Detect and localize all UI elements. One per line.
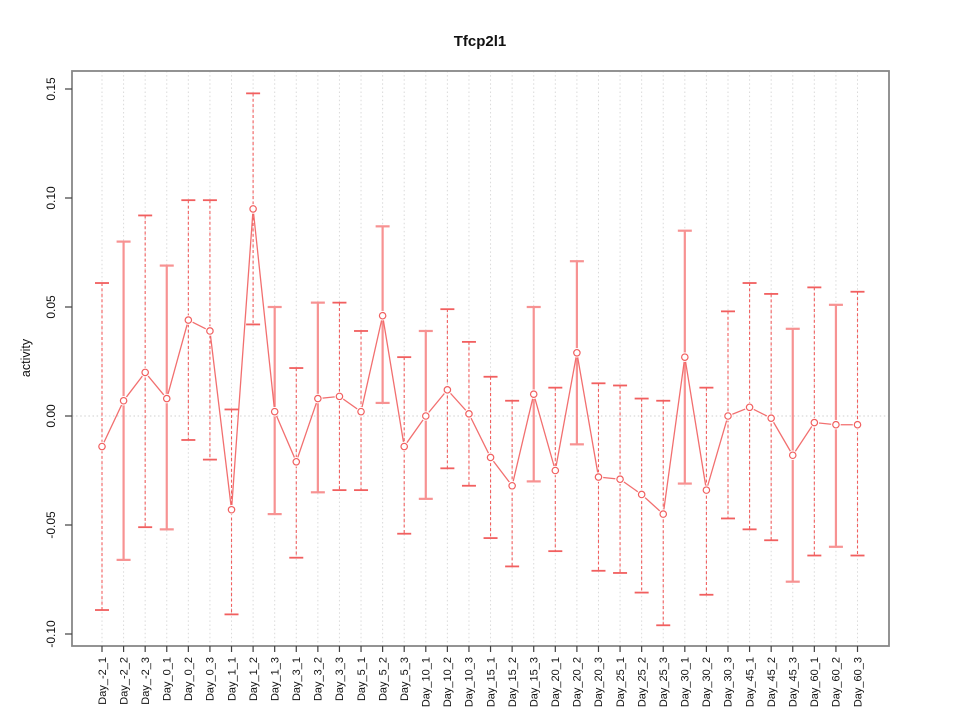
x-tick-label: Day_60_3 xyxy=(852,657,864,707)
data-point xyxy=(184,316,193,324)
data-point xyxy=(508,481,516,490)
grid-layer xyxy=(72,71,889,646)
x-tick-label: Day_0_3 xyxy=(205,657,217,701)
data-point xyxy=(227,505,236,514)
data-point xyxy=(98,442,106,451)
plot-frame xyxy=(71,70,890,647)
x-tick-label: Day_15_3 xyxy=(528,657,540,707)
data-point xyxy=(853,420,862,429)
data-point xyxy=(745,403,754,412)
x-tick-label: Day_25_1 xyxy=(615,657,627,707)
data-point xyxy=(486,453,495,462)
data-point xyxy=(788,451,797,460)
data-point xyxy=(637,490,646,499)
data-point xyxy=(551,466,560,475)
series-line xyxy=(101,208,858,516)
x-tick-label: Day_15_1 xyxy=(485,657,497,707)
y-tick-label: 0.15 xyxy=(44,77,58,101)
data-point xyxy=(292,457,301,466)
data-point xyxy=(465,410,473,418)
y-tick-label: -0.10 xyxy=(44,620,58,648)
data-point xyxy=(594,473,603,481)
x-tick-label: Day_45_2 xyxy=(766,657,778,707)
x-tick-label: Day_60_1 xyxy=(809,657,821,707)
x-tick-label: Day_-2_2 xyxy=(118,657,130,705)
data-point xyxy=(270,407,279,416)
y-tick-label: 0.10 xyxy=(44,186,58,210)
x-tick-label: Day_3_2 xyxy=(313,657,325,701)
x-tick-label: Day_5_3 xyxy=(399,657,411,701)
data-point xyxy=(249,205,257,213)
data-point xyxy=(378,311,387,320)
y-tick-label: 0.05 xyxy=(44,295,58,319)
data-point xyxy=(529,390,538,399)
y-axis-label: activity xyxy=(19,338,33,377)
chart-title: Tfcp2l1 xyxy=(454,33,507,50)
data-point xyxy=(206,327,214,335)
x-tick-label: Day_-2_1 xyxy=(97,657,109,705)
data-point xyxy=(767,414,775,422)
x-tick-label: Day_45_3 xyxy=(787,657,799,707)
data-layer xyxy=(95,92,865,627)
x-tick-label: Day_45_1 xyxy=(744,657,756,707)
x-tick-label: Day_20_3 xyxy=(593,657,605,707)
axis-layer: 0.15 0.10 0.05 0.00 -0.05 -0.10 Day_-2_1 Day_-2… xyxy=(44,70,890,707)
data-point xyxy=(681,353,689,361)
data-point xyxy=(443,386,452,394)
data-point xyxy=(400,442,409,451)
x-tick-label: Day_0_1 xyxy=(161,657,173,701)
data-point xyxy=(119,396,128,405)
x-tick-label: Day_30_3 xyxy=(723,657,735,707)
x-tick-label: Day_-2_3 xyxy=(140,657,152,705)
data-point xyxy=(573,348,581,357)
data-point xyxy=(357,407,365,416)
x-tick-label: Day_20_2 xyxy=(572,657,584,707)
y-tick-label: 0.00 xyxy=(44,404,58,428)
x-tick-label: Day_25_2 xyxy=(636,657,648,707)
x-tick-label: Day_1_1 xyxy=(226,657,238,701)
data-point xyxy=(335,392,344,401)
data-point xyxy=(162,394,171,403)
x-tick-label: Day_5_1 xyxy=(356,657,368,701)
x-tick-label: Day_1_2 xyxy=(248,657,260,701)
data-point xyxy=(421,412,430,420)
x-tick-label: Day_10_3 xyxy=(464,657,476,707)
x-tick-label: Day_25_3 xyxy=(658,657,670,707)
data-point xyxy=(616,475,624,484)
x-tick-label: Day_60_2 xyxy=(831,657,843,707)
data-point xyxy=(314,394,322,403)
x-tick-label: Day_30_1 xyxy=(680,657,692,707)
x-tick-label: Day_3_1 xyxy=(291,657,303,701)
x-tick-label: Day_10_2 xyxy=(442,657,454,707)
data-point xyxy=(141,368,149,377)
x-tick-label: Day_1_3 xyxy=(269,657,281,701)
x-tick-label: Day_0_2 xyxy=(183,657,195,701)
data-point xyxy=(724,412,732,420)
data-point xyxy=(659,510,668,518)
x-tick-label: Day_15_2 xyxy=(507,657,519,707)
data-point xyxy=(832,420,840,429)
data-point xyxy=(810,418,819,427)
x-tick-label: Day_10_1 xyxy=(421,657,433,707)
data-point xyxy=(702,486,711,494)
x-tick-label: Day_30_2 xyxy=(701,657,713,707)
x-tick-label: Day_3_3 xyxy=(334,657,346,701)
x-tick-label: Day_20_1 xyxy=(550,657,562,707)
y-tick-label: -0.05 xyxy=(44,511,58,539)
x-tick-label: Day_5_2 xyxy=(377,657,389,701)
